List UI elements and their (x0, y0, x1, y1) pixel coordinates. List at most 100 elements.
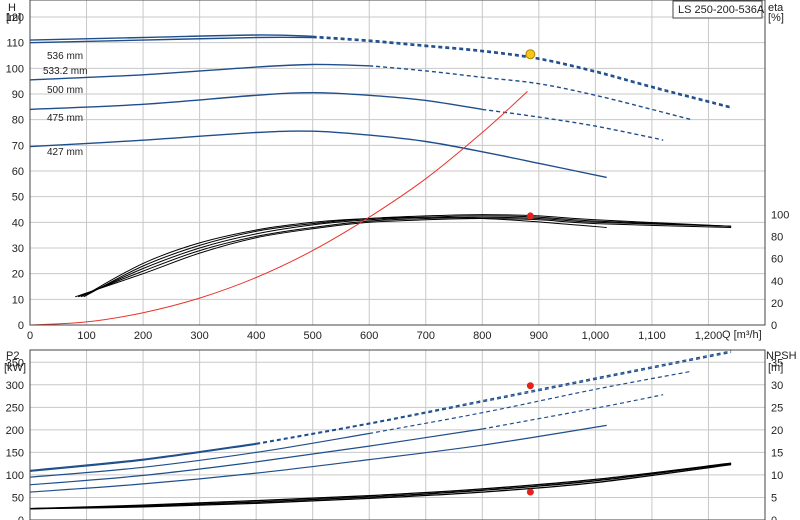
head-curve (29, 34, 313, 41)
system-curve (29, 91, 528, 326)
tick-label-npsh: 0 (771, 515, 777, 520)
tick-label-h: 100 (6, 63, 24, 75)
tick-label-p2: 350 (6, 357, 24, 369)
tick-label-p2: 250 (6, 402, 24, 414)
y2-axis-label-eta: eta (768, 2, 784, 14)
y2-axis-unit-eta: [%] (768, 12, 784, 24)
tick-label-h: 90 (12, 89, 24, 101)
tick-label-p2: 0 (18, 515, 24, 520)
npsh-curve (29, 463, 732, 510)
tick-label-npsh: 15 (771, 447, 783, 459)
tick-label-p2: 50 (12, 492, 24, 504)
x-axis-label-q: Q [m³/h] (722, 329, 762, 341)
tick-label-eta: 20 (771, 298, 783, 310)
tick-label-npsh: 5 (771, 492, 777, 504)
tick-label-h: 60 (12, 166, 24, 178)
tick-label-h: 50 (12, 192, 24, 204)
tick-label-eta: 80 (771, 232, 783, 244)
tick-label-npsh: 30 (771, 380, 783, 392)
efficiency-curve (77, 216, 732, 298)
tick-label-eta: 60 (771, 254, 783, 266)
head-curve (29, 36, 313, 44)
power-curve (29, 443, 257, 472)
tick-label-p2: 100 (6, 470, 24, 482)
tick-label-p2: 200 (6, 425, 24, 437)
operating-points (525, 49, 536, 496)
y-axis-unit-p2: [kW] (4, 362, 26, 374)
tick-label-npsh: 20 (771, 425, 783, 437)
tick-label-h: 70 (12, 140, 24, 152)
tick-label-q: 0 (27, 330, 33, 342)
head-curve (29, 63, 370, 81)
tick-label-q: 300 (190, 330, 208, 342)
duty-point-marker (525, 49, 536, 60)
head-curve (29, 91, 483, 111)
head-curve-label: 427 mm (47, 147, 83, 158)
y-axis-label-h: H (8, 2, 16, 14)
tick-label-p2: 150 (6, 447, 24, 459)
tick-label-npsh: 25 (771, 402, 783, 414)
tick-label-p2: 300 (6, 380, 24, 392)
y2-axis-unit-npsh: [m] (768, 362, 783, 374)
tick-label-h: 120 (6, 12, 24, 24)
tick-label-q: 500 (304, 330, 322, 342)
tick-label-npsh: 35 (771, 357, 783, 369)
power-curve (29, 424, 607, 493)
power-curve-dashed (482, 394, 664, 430)
tick-label-h: 0 (18, 320, 24, 332)
title-box (672, 0, 763, 19)
head-curve-label: 475 mm (47, 113, 83, 124)
head-curve-label: 500 mm (47, 85, 83, 96)
curves-bottom (29, 350, 732, 510)
npsh-point-marker (526, 488, 534, 496)
npsh-curve (29, 462, 732, 510)
tick-label-eta: 100 (771, 210, 789, 222)
tick-label-q: 100 (77, 330, 95, 342)
tick-label-h: 40 (12, 217, 24, 229)
tick-label-eta: 40 (771, 276, 783, 288)
curves-top: 536 mm 533.2 mm 500 mm 475 mm 427 mm (29, 34, 732, 326)
tick-label-h: 10 (12, 294, 24, 306)
tick-label-npsh: 10 (771, 470, 783, 482)
y-axis-unit-h: [m] (6, 12, 21, 24)
head-curve-dashed (482, 108, 664, 141)
chart-title: LS 250-200-536A (678, 4, 765, 16)
tick-label-q: 800 (473, 330, 491, 342)
efficiency-curve (75, 217, 732, 298)
head-curve-label: 536 mm (47, 51, 83, 62)
power-curve-dashed (369, 370, 692, 435)
tick-label-q: 700 (417, 330, 435, 342)
efficiency-point-marker (526, 212, 534, 220)
tick-label-h: 20 (12, 269, 24, 281)
y2-axis-label-npsh: NPSH (766, 350, 797, 362)
tick-label-h: 80 (12, 115, 24, 127)
power-curve (29, 432, 370, 478)
tick-label-q: 1,200 (695, 330, 723, 342)
efficiency-curve (86, 216, 607, 295)
npsh-curve (29, 463, 732, 510)
tick-label-h: 30 (12, 243, 24, 255)
head-curve (29, 130, 607, 179)
plot-frame-bottom (29, 349, 766, 520)
plot-frame-top (29, 0, 766, 326)
grid-top (29, 0, 765, 326)
tick-label-q: 1,100 (638, 330, 666, 342)
power-curve (29, 428, 483, 486)
efficiency-curve (83, 214, 732, 298)
y-axis-label-p2: P2 (6, 350, 19, 362)
power-curve-dashed (256, 350, 732, 444)
tick-labels: 0102030405060708090100110120020406080100… (6, 12, 790, 520)
head-curve-dashed (312, 35, 732, 108)
tick-label-h: 110 (6, 38, 24, 50)
tick-label-eta: 0 (771, 320, 777, 332)
tick-label-q: 600 (360, 330, 378, 342)
tick-label-q: 900 (530, 330, 548, 342)
head-curve-label: 533.2 mm (43, 66, 87, 77)
power-point-marker (526, 382, 534, 390)
tick-label-q: 1,000 (582, 330, 610, 342)
tick-label-q: 200 (134, 330, 152, 342)
head-curve-dashed (312, 36, 732, 109)
power-curve (29, 442, 257, 471)
head-curve-dashed (369, 65, 692, 121)
